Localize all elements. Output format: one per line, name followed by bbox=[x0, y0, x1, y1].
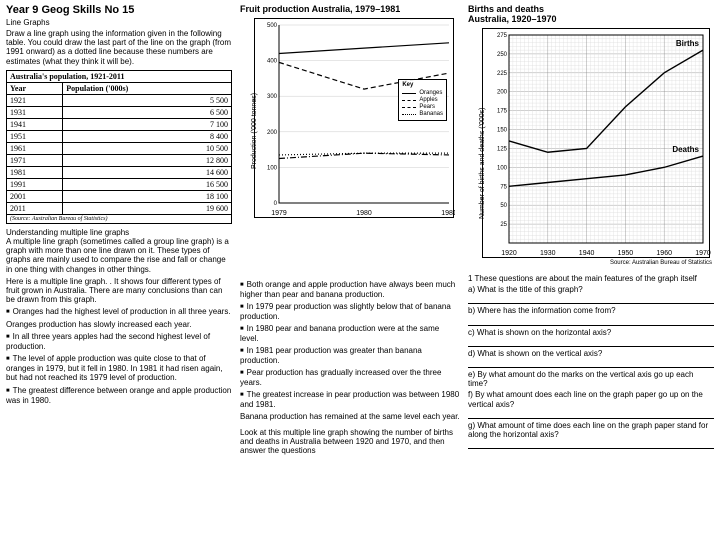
understanding-heading: Understanding multiple line graphsA mult… bbox=[6, 228, 232, 274]
question-b: b) Where has the information come from? bbox=[468, 306, 714, 315]
question-c: c) What is shown on the horizontal axis? bbox=[468, 328, 714, 337]
svg-text:400: 400 bbox=[267, 59, 278, 65]
svg-text:1981: 1981 bbox=[441, 210, 455, 217]
svg-text:1930: 1930 bbox=[540, 250, 556, 257]
left-para: Here is a multiple line graph. . It show… bbox=[6, 277, 232, 305]
svg-text:25: 25 bbox=[500, 222, 507, 228]
table-col1: Year bbox=[7, 82, 63, 94]
middle-column: Fruit production Australia, 1979–1981 0 1… bbox=[240, 4, 460, 458]
table-row: 196110 500 bbox=[7, 142, 232, 154]
table-row: 201119 600 bbox=[7, 202, 232, 214]
table-row: 19316 500 bbox=[7, 106, 232, 118]
fruit-chart: 0100200300400500197919801981Production (… bbox=[254, 18, 454, 218]
table-row: 19518 400 bbox=[7, 130, 232, 142]
svg-text:100: 100 bbox=[267, 165, 278, 171]
svg-text:1920: 1920 bbox=[501, 250, 517, 257]
table-row: 19417 100 bbox=[7, 118, 232, 130]
doc-subtitle: Line Graphs bbox=[6, 18, 232, 27]
table-row: 197112 800 bbox=[7, 154, 232, 166]
svg-text:1979: 1979 bbox=[271, 210, 287, 217]
table-row: 200118 100 bbox=[7, 190, 232, 202]
svg-text:1940: 1940 bbox=[579, 250, 595, 257]
svg-text:200: 200 bbox=[497, 90, 508, 96]
svg-text:175: 175 bbox=[497, 109, 508, 115]
mid-bullet: Both orange and apple production have al… bbox=[240, 280, 460, 299]
table-row: 199116 500 bbox=[7, 178, 232, 190]
svg-text:0: 0 bbox=[274, 201, 278, 207]
question-g: g) What amount of time does each line on… bbox=[468, 421, 714, 439]
question-d: d) What is shown on the vertical axis? bbox=[468, 349, 714, 358]
svg-text:Deaths: Deaths bbox=[672, 145, 699, 154]
right-column: Births and deaths Australia, 1920–1970 2… bbox=[468, 4, 714, 451]
svg-text:200: 200 bbox=[267, 130, 278, 136]
svg-text:1960: 1960 bbox=[656, 250, 672, 257]
table-row: 198114 600 bbox=[7, 166, 232, 178]
svg-text:1950: 1950 bbox=[618, 250, 634, 257]
bd-chart-title: Births and deaths Australia, 1920–1970 bbox=[468, 4, 714, 24]
svg-text:500: 500 bbox=[267, 23, 278, 29]
table-col2: Population ('000s) bbox=[63, 82, 232, 94]
answer-line bbox=[468, 339, 714, 347]
left-bullet: Oranges had the highest level of product… bbox=[6, 307, 232, 317]
population-table: Australia's population, 1921-2011 YearPo… bbox=[6, 70, 232, 224]
question-a: a) What is the title of this graph? bbox=[468, 285, 714, 294]
svg-text:125: 125 bbox=[497, 146, 508, 152]
answer-line bbox=[468, 441, 714, 449]
svg-text:Births: Births bbox=[676, 39, 700, 48]
svg-text:100: 100 bbox=[497, 165, 508, 171]
mid-bullet: In 1981 pear production was greater than… bbox=[240, 346, 460, 365]
left-bullet: The greatest difference between orange a… bbox=[6, 386, 232, 405]
question-e: e) By what amount do the marks on the ve… bbox=[468, 370, 714, 388]
answer-line bbox=[468, 411, 714, 419]
svg-text:150: 150 bbox=[497, 128, 508, 134]
questions-intro: 1 These questions are about the main fea… bbox=[468, 274, 714, 283]
mid-para: Look at this multiple line graph showing… bbox=[240, 428, 460, 456]
answer-line bbox=[468, 360, 714, 368]
doc-title: Year 9 Geog Skills No 15 bbox=[6, 4, 232, 16]
mid-bullet: In 1980 pear and banana production were … bbox=[240, 324, 460, 343]
left-bullet: In all three years apples had the second… bbox=[6, 332, 232, 351]
left-para: Oranges production has slowly increased … bbox=[6, 320, 232, 329]
intro-text: Draw a line graph using the information … bbox=[6, 29, 232, 66]
svg-text:225: 225 bbox=[497, 71, 508, 77]
question-f: f) By what amount does each line on the … bbox=[468, 390, 714, 408]
fruit-chart-title: Fruit production Australia, 1979–1981 bbox=[240, 4, 460, 14]
svg-text:1970: 1970 bbox=[695, 250, 711, 257]
mid-bullet: The greatest increase in pear production… bbox=[240, 390, 460, 409]
svg-text:50: 50 bbox=[500, 203, 507, 209]
table-row: 19215 500 bbox=[7, 94, 232, 106]
mid-para: Banana production has remained at the sa… bbox=[240, 412, 460, 421]
answer-line bbox=[468, 318, 714, 326]
svg-text:300: 300 bbox=[267, 94, 278, 100]
left-column: Year 9 Geog Skills No 15 Line Graphs Dra… bbox=[6, 4, 232, 408]
svg-text:250: 250 bbox=[497, 52, 508, 58]
table-title: Australia's population, 1921-2011 bbox=[7, 70, 232, 82]
svg-text:1980: 1980 bbox=[356, 210, 372, 217]
births-deaths-chart: 25 50 75 100 125 150 175 200 225 250 275 1920 1930 19… bbox=[482, 28, 710, 258]
left-bullet: The level of apple production was quite … bbox=[6, 354, 232, 382]
table-source: (Source: Australian Bureau of Statistics… bbox=[7, 214, 232, 223]
answer-line bbox=[468, 296, 714, 304]
mid-bullet: Pear production has gradually increased … bbox=[240, 368, 460, 387]
svg-text:75: 75 bbox=[500, 184, 507, 190]
mid-bullet: In 1979 pear production was slightly bel… bbox=[240, 302, 460, 321]
svg-text:275: 275 bbox=[497, 33, 508, 39]
